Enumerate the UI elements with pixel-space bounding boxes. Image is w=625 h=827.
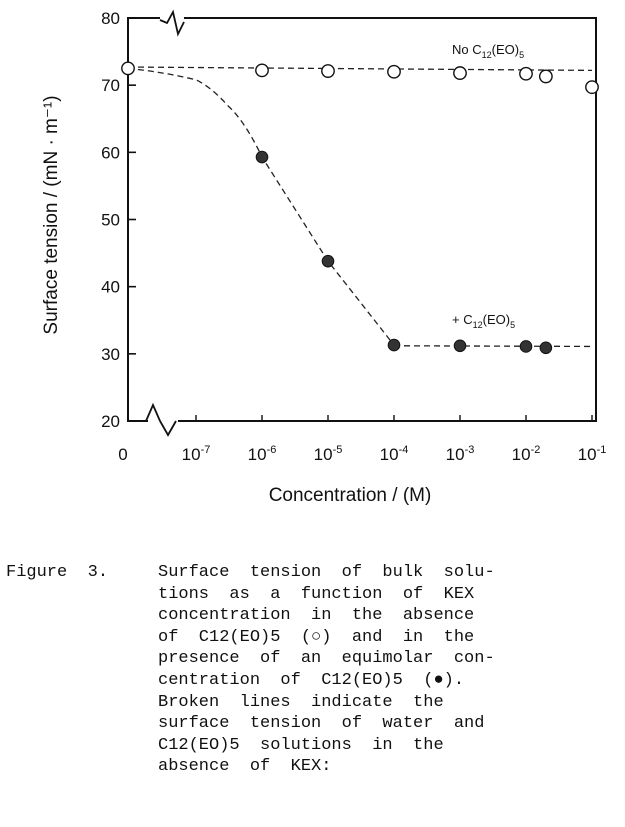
x-tick-label: 10-1	[578, 444, 607, 464]
open-circle-point	[255, 63, 269, 78]
x-axis-title: Concentration / (M)	[269, 485, 432, 506]
open-circle-point	[538, 69, 553, 84]
x-tick-label: 10-2	[512, 444, 541, 464]
filled-circle-point	[255, 150, 269, 164]
broken-line	[127, 66, 593, 72]
y-tick-label: 80	[101, 9, 120, 28]
y-tick-label: 20	[101, 412, 120, 431]
x-axis-ticks: 0 10-7 10-6 10-5 10-4 10-3 10-2 10-1	[118, 415, 606, 464]
top-axis-break-gap	[160, 15, 184, 21]
broken-line	[127, 67, 395, 346]
filled-circle-point	[453, 339, 467, 353]
broken-line	[393, 345, 593, 348]
top-axis-break	[159, 9, 185, 37]
figure-label: Figure 3.	[6, 563, 109, 582]
surface-tension-chart: 20 30 40 50 60 70 80 0 10-7 10-6 10-5 10-4 10-3 10-2…	[41, 9, 606, 506]
caption-line: presence of an equimolar con-	[158, 649, 495, 669]
x-tick-label: 10-5	[314, 444, 343, 464]
open-circle-point	[321, 64, 335, 78]
x-tick-label: 10-6	[248, 444, 277, 464]
open-circle-point	[453, 66, 467, 80]
series-label-no: No C12(EO)5	[452, 42, 524, 60]
open-circle-point	[585, 80, 599, 95]
y-tick-label: 30	[101, 345, 120, 364]
caption-line: concentration in the absence	[158, 606, 475, 626]
x-tick-label: 0	[118, 445, 127, 464]
caption-line: surface tension of water and	[158, 714, 485, 734]
filled-circle-point	[387, 338, 401, 352]
data-markers	[121, 61, 599, 355]
caption-line: centration of C12(EO)5 (●).	[158, 670, 465, 690]
y-tick-label: 50	[101, 211, 120, 230]
series-label-plus: + C12(EO)5	[452, 312, 515, 330]
y-axis-title: Surface tension / (mN · m⁻¹)	[41, 95, 62, 334]
caption-line: absence of KEX:	[158, 757, 332, 777]
x-tick-label: 10-7	[182, 444, 211, 464]
open-circle-point	[121, 61, 135, 76]
y-tick-label: 60	[101, 143, 120, 162]
caption-line: tions as a function of KEX	[158, 584, 475, 604]
open-circle-point	[387, 64, 401, 79]
caption-text: Surface tension of bulk solu- tions as a…	[158, 562, 614, 778]
x-tick-label: 10-3	[446, 444, 475, 464]
caption-line: Surface tension of bulk solu-	[158, 563, 495, 582]
filled-circle-point	[519, 340, 533, 353]
filled-circle-point	[539, 341, 553, 355]
filled-circle-point	[321, 254, 335, 268]
broken-lines	[127, 66, 593, 348]
x-tick-label: 10-4	[380, 444, 409, 464]
open-circle-point	[519, 66, 533, 81]
caption-line: C12(EO)5 solutions in the	[158, 735, 444, 755]
caption-line: Broken lines indicate the	[158, 692, 444, 712]
bottom-axis-break	[145, 402, 177, 437]
bottom-axis-break-gap	[148, 418, 178, 424]
y-axis-ticks: 20 30 40 50 60 70 80	[101, 9, 136, 431]
caption-line: of C12(EO)5 (○) and in the	[158, 627, 475, 647]
y-tick-label: 70	[101, 76, 120, 95]
y-tick-label: 40	[101, 278, 120, 297]
